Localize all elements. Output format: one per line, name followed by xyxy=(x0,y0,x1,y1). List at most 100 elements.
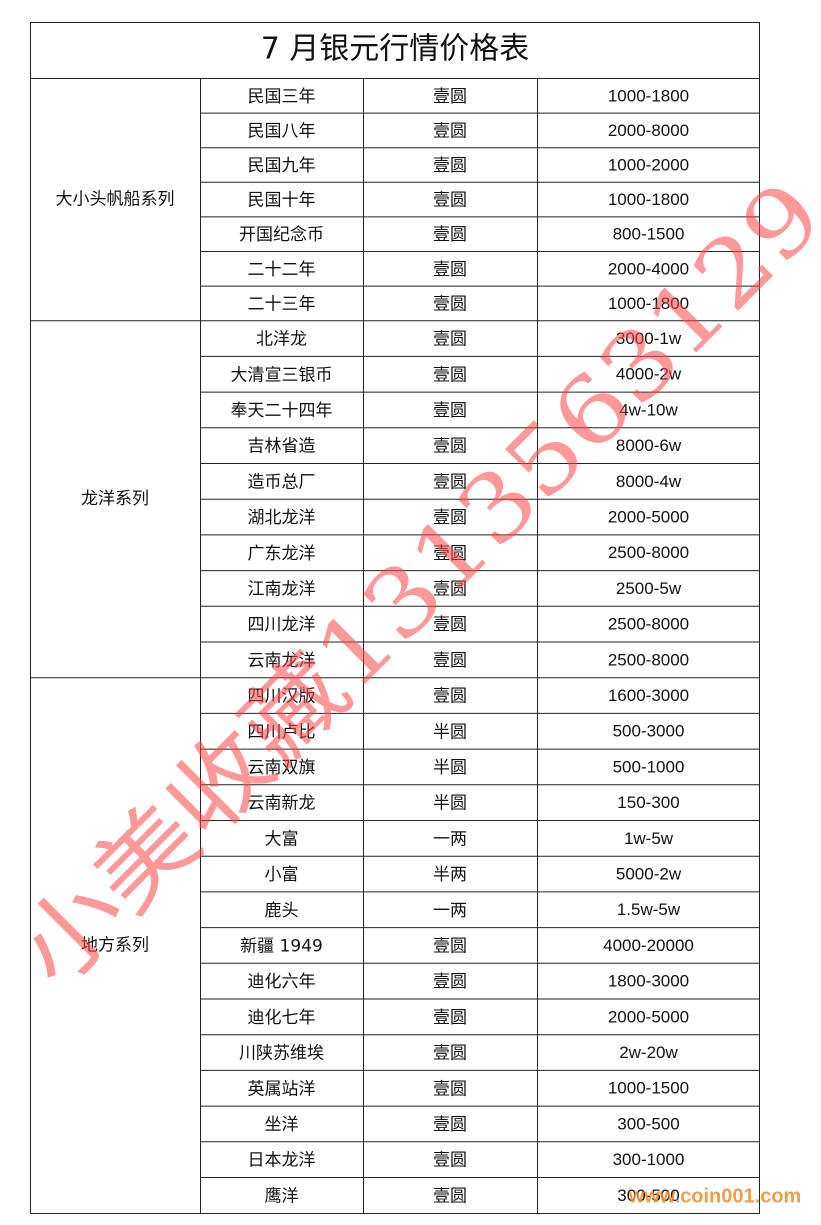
denomination: 壹圆 xyxy=(433,1115,467,1135)
price: 8000-6w xyxy=(616,436,682,455)
denomination: 半圆 xyxy=(433,758,467,778)
coin-name: 新疆 1949 xyxy=(240,936,323,956)
price: 800-1500 xyxy=(613,225,685,244)
coin-name: 日本龙洋 xyxy=(248,1151,316,1171)
site-watermark: www.coin001.com xyxy=(628,1185,802,1207)
table-frame xyxy=(30,22,760,1214)
denomination: 壹圆 xyxy=(433,472,467,492)
coin-name: 云南龙洋 xyxy=(248,651,316,671)
denomination: 半圆 xyxy=(433,794,467,814)
denomination: 壹圆 xyxy=(433,1186,467,1206)
coin-name: 大清宣三银币 xyxy=(231,365,333,385)
price: 4w-10w xyxy=(619,400,678,419)
coin-name: 湖北龙洋 xyxy=(248,508,316,528)
coin-name: 奉天二十四年 xyxy=(231,401,333,421)
price: 150-300 xyxy=(617,793,679,812)
coin-name: 民国三年 xyxy=(248,87,316,107)
denomination: 壹圆 xyxy=(433,1008,467,1028)
denomination: 壹圆 xyxy=(433,437,467,457)
coin-name: 民国十年 xyxy=(248,191,316,211)
price: 5000-2w xyxy=(616,865,682,884)
denomination: 壹圆 xyxy=(433,651,467,671)
price: 500-1000 xyxy=(613,757,685,776)
denomination: 壹圆 xyxy=(433,615,467,635)
coin-name: 二十二年 xyxy=(248,260,316,280)
coin-name: 鹿头 xyxy=(265,901,299,921)
price: 4000-20000 xyxy=(603,936,694,955)
denomination: 壹圆 xyxy=(433,330,467,350)
price: 2000-5000 xyxy=(608,1007,689,1026)
denomination: 壹圆 xyxy=(433,1079,467,1099)
coin-name: 迪化六年 xyxy=(248,972,316,992)
coin-name: 四川龙洋 xyxy=(248,615,316,635)
denomination: 壹圆 xyxy=(433,156,467,176)
price: 1000-1800 xyxy=(608,294,689,313)
denomination: 壹圆 xyxy=(433,687,467,707)
denomination: 壹圆 xyxy=(433,544,467,564)
coin-name: 造币总厂 xyxy=(248,472,316,492)
price: 500-3000 xyxy=(613,722,685,741)
coin-name: 英属站洋 xyxy=(248,1079,316,1099)
denomination: 壹圆 xyxy=(433,260,467,280)
denomination: 壹圆 xyxy=(433,972,467,992)
denomination: 壹圆 xyxy=(433,191,467,211)
denomination: 壹圆 xyxy=(433,1151,467,1171)
coin-name: 云南新龙 xyxy=(248,794,316,814)
price: 2500-5w xyxy=(616,579,682,598)
denomination: 壹圆 xyxy=(433,1044,467,1064)
price: 1000-1500 xyxy=(608,1079,689,1098)
coin-name: 川陕苏维埃 xyxy=(239,1044,324,1064)
price: 2000-5000 xyxy=(608,508,689,527)
denomination: 壹圆 xyxy=(433,121,467,141)
group-name: 大小头帆船系列 xyxy=(56,190,175,210)
price: 300-1000 xyxy=(613,1150,685,1169)
price: 1800-3000 xyxy=(608,972,689,991)
price: 8000-4w xyxy=(616,472,682,491)
price: 300-500 xyxy=(617,1186,679,1205)
price: 1600-3000 xyxy=(608,686,689,705)
price: 1w-5w xyxy=(624,829,674,848)
coin-name: 民国九年 xyxy=(248,156,316,176)
coin-name: 四川卢比 xyxy=(248,722,316,742)
coin-name: 四川汉版 xyxy=(248,687,316,707)
coin-name: 民国八年 xyxy=(248,121,316,141)
coin-name: 坐洋 xyxy=(265,1115,299,1135)
price: 2500-8000 xyxy=(608,650,689,669)
price: 1.5w-5w xyxy=(617,900,681,919)
coin-name: 北洋龙 xyxy=(256,330,307,350)
denomination: 一两 xyxy=(433,901,467,921)
denomination: 壹圆 xyxy=(433,508,467,528)
price: 2w-20w xyxy=(619,1043,678,1062)
denomination: 壹圆 xyxy=(433,225,467,245)
price: 2500-8000 xyxy=(608,615,689,634)
denomination: 壹圆 xyxy=(433,87,467,107)
coin-name: 吉林省造 xyxy=(248,437,316,457)
denomination: 壹圆 xyxy=(433,401,467,421)
price: 1000-2000 xyxy=(608,155,689,174)
coin-name: 广东龙洋 xyxy=(248,544,316,564)
price: 2500-8000 xyxy=(608,543,689,562)
coin-name: 开国纪念币 xyxy=(239,224,324,245)
group-name: 地方系列 xyxy=(81,935,149,955)
denomination: 壹圆 xyxy=(433,936,467,956)
denomination: 壹圆 xyxy=(433,579,467,599)
coin-name: 鹰洋 xyxy=(265,1186,299,1206)
table-title: 7 月银元行情价格表 xyxy=(261,32,530,67)
price: 300-500 xyxy=(617,1114,679,1133)
denomination: 壹圆 xyxy=(433,294,467,314)
price: 2000-8000 xyxy=(608,121,689,140)
denomination: 一两 xyxy=(433,829,467,849)
coin-name: 迪化七年 xyxy=(248,1008,316,1028)
coin-name: 二十三年 xyxy=(248,294,316,314)
price: 4000-2w xyxy=(616,365,682,384)
watermark: 小美收藏1313563129 xyxy=(0,161,821,1007)
denomination: 半圆 xyxy=(433,722,467,742)
price: 2000-4000 xyxy=(608,259,689,278)
price: 3000-1w xyxy=(616,329,682,348)
coin-name: 江南龙洋 xyxy=(248,579,316,599)
price: 1000-1800 xyxy=(608,86,689,105)
price: 1000-1800 xyxy=(608,190,689,209)
coin-name: 小富 xyxy=(265,865,299,885)
denomination: 壹圆 xyxy=(433,365,467,385)
